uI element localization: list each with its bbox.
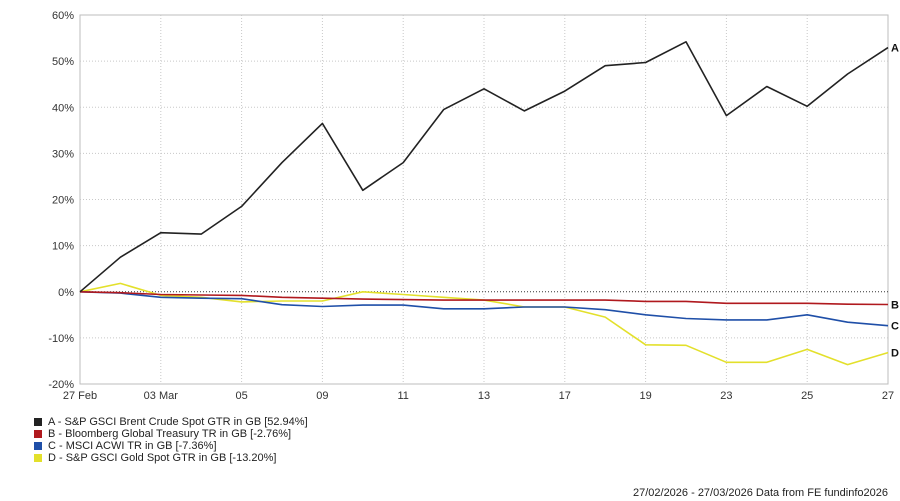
y-tick-label: 20%	[52, 195, 74, 207]
series-end-label-c: C	[891, 321, 899, 333]
legend-swatch-b	[34, 430, 42, 438]
chart-grid	[79, 14, 889, 385]
series-line-c	[79, 291, 889, 327]
legend-label-b: B - Bloomberg Global Treasury TR in GB […	[48, 428, 292, 440]
y-tick-label: 30%	[52, 148, 74, 160]
x-tick-label: 13	[478, 390, 490, 402]
series-line-b	[79, 291, 889, 306]
legend-swatch-d	[34, 454, 42, 462]
x-tick-label: 11	[397, 390, 408, 402]
series-line-a	[79, 41, 889, 293]
legend-item-b: B - Bloomberg Global Treasury TR in GB […	[34, 428, 308, 440]
x-tick-label: 09	[316, 390, 328, 402]
y-tick-label: 10%	[52, 241, 74, 253]
y-tick-label: 40%	[52, 102, 74, 114]
chart: 60% 50% 40% 30% 20% 10% 0% -10% -20% 27 Feb 03 Ma…	[48, 10, 899, 402]
y-tick-label: 60%	[52, 10, 74, 22]
series-end-label-a: A	[891, 43, 899, 55]
x-tick-label: 19	[639, 390, 651, 402]
series-end-label-d: D	[891, 348, 899, 360]
x-tick-label: 05	[235, 390, 247, 402]
x-tick-label: 03 Mar	[144, 390, 179, 402]
y-tick-label: -10%	[48, 333, 74, 345]
y-tick-label: -20%	[48, 379, 74, 391]
legend-item-d: D - S&P GSCI Gold Spot GTR in GB [-13.20…	[34, 452, 308, 464]
legend-label-d: D - S&P GSCI Gold Spot GTR in GB [-13.20…	[48, 452, 277, 464]
x-tick-label: 23	[720, 390, 732, 402]
series-end-labels: D CB A	[891, 43, 899, 360]
legend-item-c: C - MSCI ACWI TR in GB [-7.36%]	[34, 440, 308, 452]
legend-swatch-c	[34, 442, 42, 450]
legend-label-a: A - S&P GSCI Brent Crude Spot GTR in GB …	[48, 416, 308, 428]
x-tick-label: 27	[882, 390, 894, 402]
x-tick-label: 27 Feb	[63, 390, 97, 402]
legend-label-c: C - MSCI ACWI TR in GB [-7.36%]	[48, 440, 217, 452]
legend-swatch-a	[34, 418, 42, 426]
legend: A - S&P GSCI Brent Crude Spot GTR in GB …	[34, 416, 308, 464]
y-tick-label: 50%	[52, 56, 74, 68]
x-tick-label: 25	[801, 390, 813, 402]
chart-series	[79, 41, 889, 366]
source-footer: 27/02/2026 - 27/03/2026 Data from FE fun…	[632, 487, 888, 499]
y-axis-ticks: 60% 50% 40% 30% 20% 10% 0% -10% -20%	[48, 10, 74, 391]
x-axis-ticks: 27 Feb 03 Mar 05 09 11 13 17 19 23 25 27	[63, 390, 894, 402]
legend-item-a: A - S&P GSCI Brent Crude Spot GTR in GB …	[34, 416, 308, 428]
plot-frame	[79, 14, 889, 385]
y-tick-label: 0%	[58, 287, 74, 299]
x-tick-label: 17	[559, 390, 571, 402]
series-end-label-b: B	[891, 299, 899, 311]
